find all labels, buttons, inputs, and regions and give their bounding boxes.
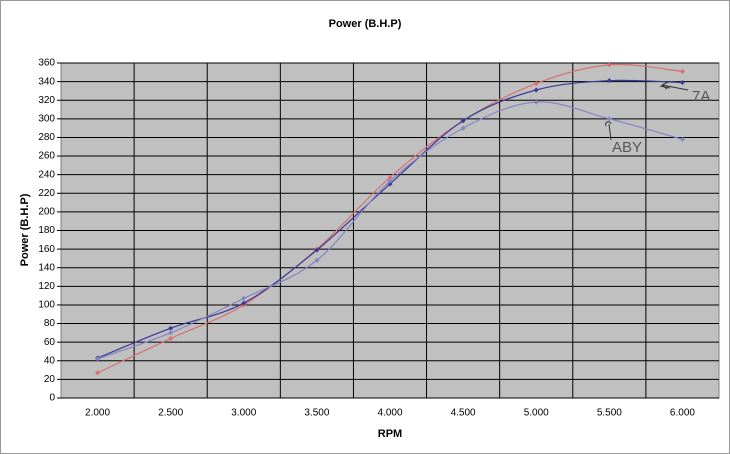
marker	[606, 78, 612, 84]
marker	[606, 116, 612, 122]
marker	[95, 356, 101, 362]
y-tick-label: 240	[38, 169, 55, 180]
marker	[168, 335, 174, 341]
marker	[533, 80, 539, 86]
marker	[679, 68, 685, 74]
y-tick-label: 80	[44, 318, 56, 329]
y-tick-label: 180	[38, 225, 55, 236]
y-tick-label: 360	[38, 58, 55, 69]
x-tick-label: 5.500	[597, 408, 622, 419]
y-tick-label: 300	[38, 113, 55, 124]
y-axis-label: Power (B.H.P)	[19, 193, 31, 266]
marker	[168, 325, 174, 331]
marker	[241, 295, 247, 301]
marker	[533, 99, 539, 105]
x-tick-label: 5.000	[524, 408, 549, 419]
y-tick-label: 320	[38, 95, 55, 106]
marker	[314, 257, 320, 263]
marker	[606, 62, 612, 68]
y-tick-label: 60	[44, 337, 56, 348]
y-tick-label: 160	[38, 244, 55, 255]
marker	[168, 330, 174, 336]
x-tick-label: 3.000	[231, 408, 256, 419]
x-tick-label: 2.500	[158, 408, 183, 419]
y-tick-label: 220	[38, 188, 55, 199]
y-tick-label: 120	[38, 281, 55, 292]
annotation: ABY	[612, 139, 642, 156]
marker	[387, 178, 393, 184]
x-tick-label: 2.000	[85, 408, 110, 419]
series-layer	[95, 62, 685, 376]
marker	[460, 118, 466, 124]
x-tick-label: 6.000	[670, 408, 695, 419]
y-tick-label: 40	[44, 355, 56, 366]
marker	[460, 125, 466, 131]
marker	[241, 300, 247, 306]
marker	[314, 247, 320, 253]
y-tick-label: 100	[38, 300, 55, 311]
y-tick-label: 200	[38, 207, 55, 218]
marker	[679, 136, 685, 142]
y-tick-label: 260	[38, 151, 55, 162]
y-tick-label: 340	[38, 76, 55, 87]
x-tick-label: 4.500	[451, 408, 476, 419]
x-axis-label: RPM	[378, 428, 402, 440]
y-tick-label: 20	[44, 374, 56, 385]
marker	[533, 87, 539, 93]
y-tick-label: 0	[49, 393, 55, 404]
marker	[95, 370, 101, 376]
annotation: 7A	[692, 88, 710, 105]
y-tick-label: 280	[38, 132, 55, 143]
x-tick-label: 3.500	[304, 408, 329, 419]
y-tick-label: 140	[38, 262, 55, 273]
annotation-arrow	[605, 121, 612, 141]
annotation-arrow	[659, 81, 689, 91]
x-tick-label: 4.000	[377, 408, 402, 419]
marker	[387, 174, 393, 180]
chart-title: Power (B.H.P)	[329, 18, 402, 30]
marker	[679, 80, 685, 86]
